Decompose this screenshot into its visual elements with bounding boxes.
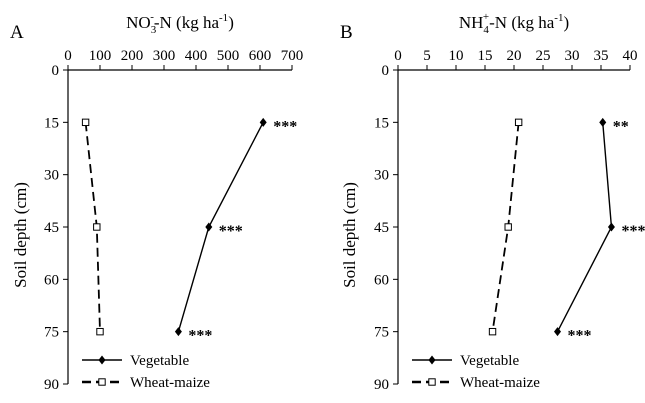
- x-tick-label: 300: [153, 48, 176, 64]
- legend-marker: [428, 355, 436, 365]
- data-point: [174, 327, 182, 337]
- x-tick-label: 700: [281, 48, 304, 64]
- data-point: [259, 117, 267, 127]
- series-wheat-maize: [488, 118, 523, 336]
- data-point: [81, 118, 90, 127]
- x-tick-label: 35: [594, 48, 609, 64]
- legend-label: Vegetable: [460, 353, 519, 369]
- series-vegetable: ********: [554, 117, 645, 345]
- y-tick-label: 60: [374, 272, 389, 288]
- x-axis-title: NO3--N (kg ha-1): [126, 11, 234, 36]
- legend-marker: [98, 355, 106, 365]
- data-point: [599, 117, 607, 127]
- y-tick-label: 60: [44, 272, 59, 288]
- data-point: [554, 327, 561, 337]
- series-line: [556, 122, 613, 332]
- y-tick-label: 75: [374, 325, 389, 341]
- legend: Vegetable Wheat-maize: [412, 353, 540, 391]
- x-tick-label: 400: [185, 48, 208, 64]
- legend: Vegetable Wheat-maize: [82, 353, 210, 391]
- data-point: [205, 222, 213, 232]
- significance-label: ***: [568, 328, 592, 345]
- significance-label: ***: [219, 223, 243, 240]
- series-wheat-maize: [81, 118, 104, 336]
- data-point: [488, 327, 497, 336]
- x-tick-label: 5: [423, 48, 431, 64]
- data-point: [93, 223, 101, 231]
- x-tick-label: 200: [121, 48, 144, 64]
- x-tick-label: 10: [449, 48, 464, 64]
- legend-label: Vegetable: [130, 353, 189, 369]
- y-tick-label: 30: [44, 168, 59, 184]
- y-tick-label: 0: [382, 63, 390, 79]
- y-tick-label: 90: [44, 377, 59, 393]
- legend-label: Wheat-maize: [460, 375, 540, 391]
- x-tick-label: 0: [64, 48, 72, 64]
- data-point: [96, 327, 104, 336]
- chart-panel-b: B NH4+-N (kg ha-1) Soil depth (cm) 0 5 10 15 20…: [340, 11, 645, 393]
- data-point: [607, 222, 615, 232]
- x-tick-label: 15: [478, 48, 493, 64]
- x-axis-title: NH4+-N (kg ha-1): [459, 11, 569, 36]
- x-tick-label: 30: [565, 48, 580, 64]
- panel-letter: A: [10, 22, 24, 43]
- x-tick-label: 25: [536, 48, 551, 64]
- x-tick-label: 600: [249, 48, 272, 64]
- data-point: [514, 118, 523, 127]
- y-tick-label: 75: [44, 325, 59, 341]
- y-tick-label: 45: [44, 220, 59, 236]
- significance-label: ***: [188, 328, 212, 345]
- y-axis-title: Soil depth (cm): [340, 182, 359, 288]
- y-tick-label: 0: [52, 63, 60, 79]
- significance-label: ***: [621, 223, 645, 240]
- data-point: [504, 223, 512, 231]
- x-tick-label: 0: [394, 48, 402, 64]
- y-tick-label: 15: [374, 115, 389, 131]
- x-tick-label: 40: [623, 48, 638, 64]
- y-tick-label: 30: [374, 168, 389, 184]
- y-tick-label: 90: [374, 377, 389, 393]
- y-axis-title: Soil depth (cm): [11, 182, 30, 288]
- significance-label: ***: [273, 118, 297, 135]
- legend-marker: [428, 378, 436, 386]
- legend-marker: [98, 378, 106, 386]
- series-vegetable: *** *** ***: [174, 117, 297, 345]
- x-tick-label: 500: [217, 48, 240, 64]
- y-tick-label: 15: [44, 115, 59, 131]
- x-tick-label: 100: [89, 48, 112, 64]
- legend-label: Wheat-maize: [130, 375, 210, 391]
- x-tick-label: 20: [507, 48, 522, 64]
- chart-panel-a: A NO3--N (kg ha-1) Soil depth (cm) 0 100 200 3…: [10, 11, 303, 393]
- panel-letter: B: [340, 22, 353, 43]
- significance-label: **: [613, 118, 629, 135]
- y-tick-label: 45: [374, 220, 389, 236]
